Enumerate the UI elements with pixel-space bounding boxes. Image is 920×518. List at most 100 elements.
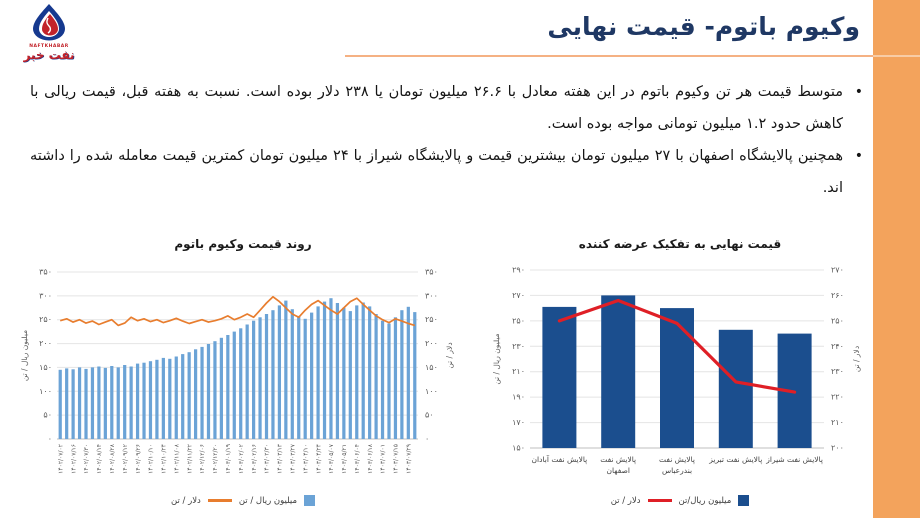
svg-text:۱۴۰۳/۰۲/۱۶: ۱۴۰۳/۰۲/۱۶ [251,444,258,474]
svg-text:دلار / تن: دلار / تن [445,342,454,368]
right-accent-band [873,0,920,518]
trend-legend-line-swatch [207,499,232,502]
svg-text:میلیون ریال / تن: میلیون ریال / تن [492,333,501,384]
bullet-item: • همچنین پالایشگاه اصفهان با ۲۷ میلیون ت… [30,140,865,204]
svg-text:۱۴۰۳/۰۷/۱۵: ۱۴۰۳/۰۷/۱۵ [393,444,400,474]
svg-text:۰: ۰ [48,435,52,444]
svg-text:۱۴۰۲/۰۷/۳۰: ۱۴۰۲/۰۷/۳۰ [83,444,90,474]
supplier-chart-title: قیمت نهایی به تفکیک عرضه کننده [578,237,782,251]
svg-text:۵۰: ۵۰ [43,411,52,420]
svg-text:۰: ۰ [425,435,429,444]
trend-bars [58,298,417,439]
svg-text:۲۶۰: ۲۶۰ [831,291,844,300]
svg-text:۱۴۰۳/۰۴/۲۴: ۱۴۰۳/۰۴/۲۴ [315,444,322,474]
svg-text:۱۴۰۲/۱۱/۰۸: ۱۴۰۲/۱۱/۰۸ [174,443,181,474]
trend-legend-bar-label: میلیون ریال / تن [238,495,297,506]
svg-text:۳۵۰: ۳۵۰ [39,268,52,277]
trend-chart-title: روند قیمت وکیوم باتوم [174,237,312,251]
svg-text:۱۴۰۲/۰۷/۰۲: ۱۴۰۲/۰۷/۰۲ [57,444,64,474]
svg-text:۱۴۰۲/۰۷/۱۶: ۱۴۰۲/۰۷/۱۶ [70,444,77,474]
svg-text:۱۴۰۲/۰۸/۲۸: ۱۴۰۲/۰۸/۲۸ [109,443,116,474]
supplier-legend-bar-label: میلیون ریال/تن [678,495,732,506]
svg-text:۱۷۰: ۱۷۰ [512,418,525,427]
svg-text:۵۰: ۵۰ [425,411,434,420]
logo-brand-en: NAFTKHABAR [29,44,69,49]
supplier-legend-line-label: دلار / تن [610,495,641,506]
bullet-text: متوسط قیمت هر تن وکیوم باتوم در این هفته… [30,84,843,132]
trend-line [59,295,416,327]
svg-text:۱۴۰۲/۱۰/۱۰: ۱۴۰۲/۱۰/۱۰ [148,444,155,474]
svg-text:۲۳۰: ۲۳۰ [831,367,844,376]
band-rule [873,55,920,57]
svg-text:۳۰۰: ۳۰۰ [425,291,438,300]
svg-text:۱۰۰: ۱۰۰ [425,387,438,396]
svg-text:۲۱۰: ۲۱۰ [831,418,844,427]
svg-text:۳۵۰: ۳۵۰ [425,268,438,277]
svg-text:۲۵۰: ۲۵۰ [512,316,525,325]
bullet-marker: • [854,148,863,164]
svg-text:۲۰۰: ۲۰۰ [39,339,52,348]
svg-text:پالایش نفت تبریز: پالایش نفت تبریز [708,455,762,464]
supplier-chart: ۱۵۰ ۱۷۰ ۱۹۰ ۲۱۰ ۲۳۰ ۲۵۰ ۲۷۰ ۲۹۰ ۲۰۰ ۲۱۰ ۲۲۰ ۲۳۰ ۲۴۰ ۲… [492,266,861,476]
svg-text:۲۱۰: ۲۱۰ [512,367,525,376]
svg-text:پالایش نفت: پالایش نفت [600,455,636,464]
trend-legend: دلار / تن میلیون ریال / تن [18,495,468,506]
svg-text:۲۰۰: ۲۰۰ [831,444,844,453]
svg-text:۱۴۰۳/۰۳/۲۷: ۱۴۰۳/۰۳/۲۷ [290,443,297,474]
svg-text:۳۰۰: ۳۰۰ [39,291,52,300]
trend-chart: ۰ ۰ ۵۰ ۵۰ ۱۰۰ ۱۰۰ ۱۵۰ ۱۵۰ ۲۰۰ ۲۰۰ ۲۵۰ ۲۵۰ ۳۰۰ ۳۰۰ ۳۵۰ ۳… [20,268,454,474]
bullet-marker: • [854,84,863,100]
svg-text:۲۲۰: ۲۲۰ [831,393,844,402]
flame-icon [33,4,65,41]
svg-text:بندرعباس: بندرعباس [662,466,692,475]
naftkhabar-logo: NAFTKHABAR نفت خبر [14,3,84,61]
logo-brand-fa: نفت خبر [23,48,75,62]
svg-text:۱۴۰۲/۱۲/۲۰: ۱۴۰۲/۱۲/۲۰ [212,444,219,474]
svg-text:۲۰۰: ۲۰۰ [425,339,438,348]
svg-text:۱۴۰۲/۰۹/۱۲: ۱۴۰۲/۰۹/۱۲ [122,444,129,474]
svg-text:۱۴۰۳/۰۲/۳۰: ۱۴۰۳/۰۲/۳۰ [264,444,271,474]
svg-text:۱۴۰۲/۱۲/۰۶: ۱۴۰۲/۱۲/۰۶ [199,444,206,474]
bullet-item: • متوسط قیمت هر تن وکیوم باتوم در این هف… [30,76,865,140]
svg-text:۱۴۰۳/۰۳/۱۳: ۱۴۰۳/۰۳/۱۳ [277,443,284,474]
svg-text:۱۴۰۲/۱۰/۲۴: ۱۴۰۲/۱۰/۲۴ [161,444,168,474]
svg-text:۱۴۰۳/۰۶/۱۸: ۱۴۰۳/۰۶/۱۸ [367,443,374,474]
svg-text:۱۴۰۳/۰۷/۰۱: ۱۴۰۳/۰۷/۰۱ [380,444,387,474]
supplier-line [557,298,797,394]
svg-text:۲۷۰: ۲۷۰ [512,291,525,300]
svg-text:۲۹۰: ۲۹۰ [512,266,525,275]
supplier-legend-line-swatch [647,499,672,502]
svg-text:۱۹۰: ۱۹۰ [512,393,525,402]
svg-text:پالایش نفت: پالایش نفت [659,455,695,464]
svg-text:۱۴۰۳/۰۵/۰۷: ۱۴۰۳/۰۵/۰۷ [328,443,335,474]
svg-text:اصفهان: اصفهان [606,466,630,475]
svg-text:۱۵۰: ۱۵۰ [512,444,525,453]
page-title: وکیوم باتوم- قیمت نهایی [547,12,860,41]
svg-text:۱۴۰۳/۰۴/۱۰: ۱۴۰۳/۰۴/۱۰ [302,444,309,474]
svg-text:۱۴۰۲/۱۱/۲۲: ۱۴۰۲/۱۱/۲۲ [186,444,193,474]
svg-text:۱۴۰۳/۰۵/۲۱: ۱۴۰۳/۰۵/۲۱ [341,444,348,474]
svg-text:دلار / تن: دلار / تن [852,346,861,372]
svg-text:۱۴۰۲/۰۹/۲۶: ۱۴۰۲/۰۹/۲۶ [135,444,142,474]
trend-legend-line-label: دلار / تن [170,495,201,506]
svg-text:۱۵۰: ۱۵۰ [39,363,52,372]
svg-text:۱۴۰۲/۰۸/۱۴: ۱۴۰۲/۰۸/۱۴ [96,444,103,474]
svg-text:۲۳۰: ۲۳۰ [512,342,525,351]
supplier-legend: دلار / تن میلیون ریال/تن [487,495,873,506]
svg-text:۲۵۰: ۲۵۰ [39,315,52,324]
trend-legend-bar-swatch [304,495,315,506]
svg-text:۲۴۰: ۲۴۰ [831,342,844,351]
svg-text:۱۴۰۳/۰۱/۱۹: ۱۴۰۳/۰۱/۱۹ [225,444,232,474]
svg-text:۱۴۰۳/۰۲/۰۲: ۱۴۰۳/۰۲/۰۲ [238,444,245,474]
svg-text:۲۵۰: ۲۵۰ [831,316,844,325]
svg-text:۱۴۰۳/۰۶/۰۴: ۱۴۰۳/۰۶/۰۴ [354,444,361,474]
supplier-legend-bar-swatch [738,495,750,506]
svg-text:۱۰۰: ۱۰۰ [39,387,52,396]
svg-text:۱۴۰۳/۰۷/۲۹: ۱۴۰۳/۰۷/۲۹ [406,444,413,474]
title-rule [345,55,873,57]
svg-text:۲۵۰: ۲۵۰ [425,315,438,324]
bullet-text: همچنین پالایشگاه اصفهان با ۲۷ میلیون توم… [30,148,843,196]
svg-text:پالایش نفت شیراز: پالایش نفت شیراز [765,455,823,464]
svg-text:پالایش نفت آبادان: پالایش نفت آبادان [532,454,588,464]
